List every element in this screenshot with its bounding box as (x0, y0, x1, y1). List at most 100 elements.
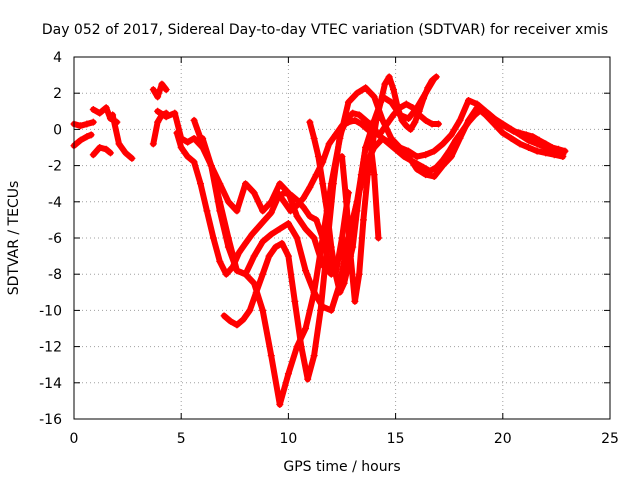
data-point-marker (310, 288, 318, 296)
x-tick-label: 0 (70, 431, 79, 447)
data-point-marker (503, 124, 511, 132)
data-point-marker (233, 321, 241, 329)
y-axis-label: SDTVAR / TECUs (6, 181, 22, 296)
data-point-marker (265, 252, 273, 260)
data-point-marker (171, 109, 179, 117)
data-point-marker (351, 116, 359, 124)
data-point-marker (319, 180, 327, 188)
data-point-marker (351, 297, 359, 305)
data-point-marker (297, 343, 305, 351)
data-point-marker (381, 136, 389, 144)
data-point-marker (109, 111, 117, 119)
data-point-marker (533, 147, 541, 155)
data-point-marker (389, 111, 397, 119)
data-point-marker (259, 306, 267, 314)
data-point-marker (413, 153, 421, 161)
data-point-marker (248, 230, 256, 238)
data-point-marker (299, 194, 307, 202)
data-point-marker (516, 140, 524, 148)
series-4 (89, 144, 114, 159)
y-tick-label: -8 (48, 267, 62, 283)
data-point-marker (76, 122, 84, 130)
data-point-marker (89, 151, 97, 159)
data-point-marker (362, 144, 370, 151)
y-tick-label: -16 (39, 412, 62, 428)
data-point-marker (344, 98, 352, 106)
data-point-marker (542, 140, 550, 148)
data-point-marker (235, 248, 243, 256)
data-point-marker (115, 140, 123, 148)
data-point-marker (83, 120, 91, 128)
data-point-marker (362, 116, 370, 124)
y-tick-label: -10 (39, 303, 62, 319)
data-point-marker (402, 100, 410, 108)
data-point-marker (535, 136, 543, 144)
data-point-marker (374, 234, 382, 242)
x-tick-label: 20 (494, 431, 512, 447)
data-point-marker (325, 140, 333, 148)
data-point-marker (409, 104, 417, 112)
data-point-marker (284, 370, 292, 378)
data-point-marker (426, 167, 434, 175)
data-point-marker (246, 306, 254, 314)
data-point-marker (338, 153, 346, 161)
data-point-marker (398, 116, 406, 124)
data-point-marker (162, 113, 170, 121)
data-point-marker (287, 207, 295, 215)
data-point-marker (497, 120, 505, 128)
data-point-marker (359, 216, 367, 224)
data-point-marker (102, 104, 110, 112)
data-point-marker (349, 109, 357, 117)
data-point-marker (149, 86, 157, 94)
data-point-marker (173, 129, 181, 137)
data-point-marker (261, 216, 269, 224)
data-point-marker (250, 189, 258, 197)
data-point-marker (422, 116, 430, 124)
data-point-marker (332, 131, 340, 139)
data-point-marker (284, 220, 292, 228)
data-point-marker (364, 171, 372, 179)
data-point-marker (439, 140, 447, 148)
y-tick-label: -2 (48, 159, 62, 175)
data-point-marker (357, 120, 365, 128)
data-point-marker (368, 144, 376, 151)
data-point-marker (447, 131, 455, 139)
data-point-marker (389, 86, 397, 94)
data-point-marker (422, 171, 430, 179)
data-point-marker (522, 131, 530, 139)
data-point-marker (428, 77, 436, 85)
data-point-marker (254, 223, 262, 231)
data-point-marker (239, 315, 247, 323)
data-point-marker (377, 129, 385, 137)
data-point-marker (387, 142, 395, 150)
data-point-marker (312, 216, 320, 224)
data-point-marker (287, 191, 295, 199)
data-point-marker (280, 189, 288, 197)
data-point-marker (327, 243, 335, 251)
data-point-marker (385, 73, 393, 81)
data-point-marker (89, 118, 97, 126)
data-point-marker (430, 172, 438, 180)
series-15 (338, 73, 440, 305)
data-point-marker (432, 73, 440, 81)
data-point-marker (400, 153, 408, 161)
data-point-marker (387, 134, 395, 142)
data-point-marker (203, 207, 211, 215)
data-point-marker (355, 111, 363, 119)
data-point-marker (102, 145, 110, 153)
data-point-marker (458, 127, 466, 135)
data-point-marker (310, 352, 318, 360)
data-point-marker (121, 149, 129, 157)
series-6 (149, 80, 170, 101)
x-tick-label: 25 (601, 431, 619, 447)
data-point-marker (404, 147, 412, 155)
x-tick-labels: 0 5 10 15 20 25 (70, 431, 619, 447)
data-point-marker (302, 225, 310, 233)
data-point-marker (432, 163, 440, 171)
data-point-marker (434, 120, 442, 128)
data-point-marker (154, 118, 162, 126)
data-point-marker (407, 156, 415, 164)
data-point-marker (250, 252, 258, 260)
data-point-marker (464, 118, 472, 126)
